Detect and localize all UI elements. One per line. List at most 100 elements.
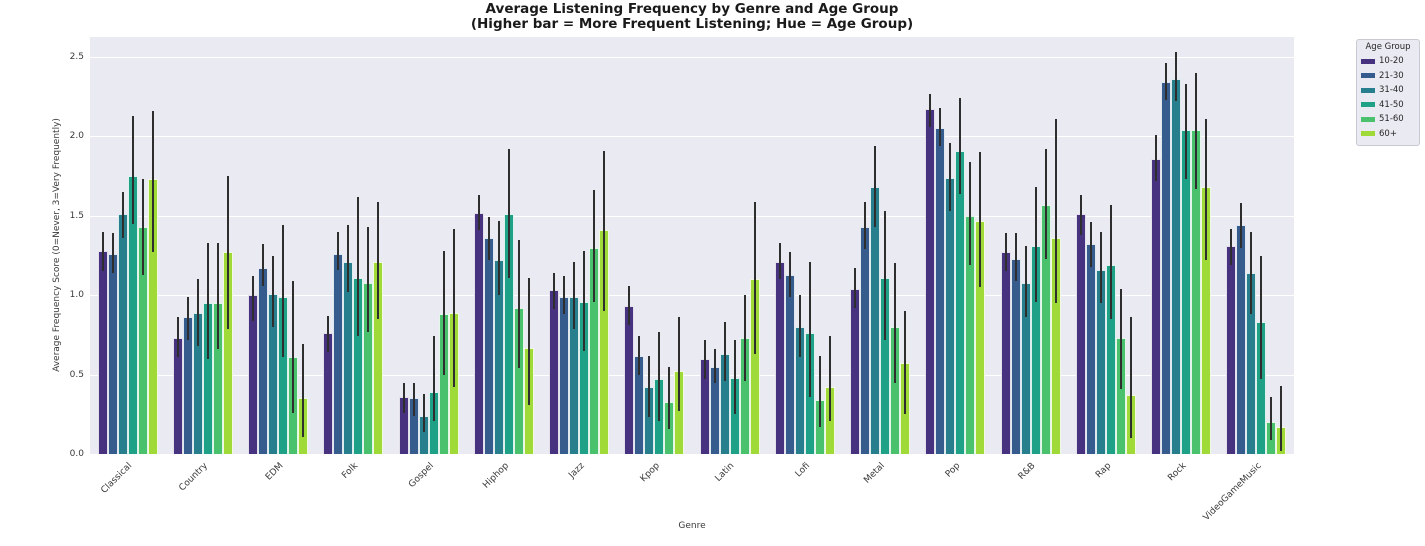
bar <box>1010 258 1021 454</box>
error-bar <box>252 276 255 321</box>
x-tick-label: Lofi <box>793 461 812 480</box>
error-bar <box>713 349 716 383</box>
bar <box>107 253 118 454</box>
legend-item: 41-50 <box>1361 98 1415 113</box>
legend-item: 10-20 <box>1361 54 1415 69</box>
bar <box>870 187 881 454</box>
error-bar <box>377 201 380 319</box>
error-bar <box>442 250 445 375</box>
x-tick-label: Rap <box>1093 461 1113 481</box>
bar <box>559 296 570 454</box>
error-bar <box>1129 317 1132 439</box>
bar <box>935 128 946 454</box>
bar <box>549 290 560 454</box>
error-bar <box>874 145 877 227</box>
error-bar <box>262 244 265 286</box>
error-bar <box>778 242 781 280</box>
legend-swatch <box>1361 73 1375 79</box>
error-bar <box>1044 149 1047 259</box>
error-bar <box>1014 233 1017 281</box>
error-bar <box>111 233 114 273</box>
error-bar <box>527 277 530 405</box>
error-bar <box>979 152 982 288</box>
error-bar <box>186 296 189 340</box>
error-bar <box>327 315 330 353</box>
bar <box>1161 82 1172 454</box>
plot-area <box>90 37 1294 455</box>
error-bar <box>818 355 821 427</box>
y-tick-label: 1.5 <box>69 210 84 221</box>
error-bar <box>583 250 586 351</box>
x-tick-label: Latin <box>713 461 737 484</box>
x-tick-label: Kpop <box>638 461 662 485</box>
bar <box>97 250 108 454</box>
error-bar <box>959 98 962 194</box>
error-bar <box>226 176 229 329</box>
x-tick-label: Classical <box>99 461 135 496</box>
legend-label: 51-60 <box>1379 114 1404 125</box>
error-bar <box>412 382 415 416</box>
error-bar <box>753 201 756 354</box>
error-bar <box>151 110 154 253</box>
x-tick-label: Folk <box>340 461 361 481</box>
error-bar <box>1034 187 1037 302</box>
x-tick-label: Pop <box>943 461 963 480</box>
error-bar <box>1109 204 1112 319</box>
error-bar <box>1155 134 1158 181</box>
bar <box>1171 79 1182 454</box>
legend-item: 31-40 <box>1361 83 1415 98</box>
error-bar <box>357 196 360 337</box>
error-bar <box>894 263 897 383</box>
bar <box>1236 225 1247 454</box>
error-bar <box>206 242 209 359</box>
x-axis-label: Genre <box>678 521 706 531</box>
legend-title: Age Group <box>1365 42 1411 52</box>
gridline <box>90 215 1294 217</box>
error-bar <box>477 195 480 231</box>
error-bar <box>638 336 641 375</box>
error-bar <box>808 261 811 397</box>
error-bar <box>1240 203 1243 248</box>
error-bar <box>196 279 199 346</box>
error-bar <box>1250 231 1253 315</box>
x-tick-label: VideoGameMusic <box>1201 461 1264 523</box>
y-tick-label: 2.5 <box>69 52 84 62</box>
error-bar <box>1280 385 1283 451</box>
x-tick-label: Hiphop <box>481 461 511 491</box>
error-bar <box>337 231 340 270</box>
x-tick-label: Country <box>177 461 210 494</box>
bar <box>117 214 128 454</box>
error-bar <box>573 261 576 329</box>
y-tick-label: 2.0 <box>69 131 84 142</box>
legend-item: 60+ <box>1361 127 1415 142</box>
legend-label: 60+ <box>1379 128 1397 139</box>
error-bar <box>1205 118 1208 261</box>
error-bar <box>788 252 791 297</box>
error-bar <box>422 393 425 432</box>
legend-swatch <box>1361 87 1375 93</box>
error-bar <box>703 339 706 380</box>
error-bar <box>828 336 831 421</box>
error-bar <box>176 317 179 358</box>
error-bar <box>302 344 305 437</box>
chart-subtitle: (Higher bar = More Frequent Listening; H… <box>470 16 914 32</box>
legend-label: 31-40 <box>1379 85 1404 96</box>
error-bar <box>402 382 405 413</box>
bar <box>1075 214 1086 454</box>
legend-items: 10-20 21-30 31-40 41-50 51-60 60+ <box>1361 54 1415 141</box>
gridline <box>90 374 1294 376</box>
error-bar <box>1054 118 1057 304</box>
error-bar <box>1119 288 1122 389</box>
bar <box>850 288 861 454</box>
error-bar <box>1175 52 1178 102</box>
error-bar <box>121 191 124 239</box>
y-tick-label: 0.0 <box>69 449 84 459</box>
error-bar <box>517 239 520 369</box>
bar <box>925 109 936 454</box>
bar <box>774 261 785 454</box>
error-bar <box>1230 228 1233 266</box>
x-tick-label: R&B <box>1016 461 1038 482</box>
gridline <box>90 295 1294 297</box>
error-bar <box>603 150 606 312</box>
